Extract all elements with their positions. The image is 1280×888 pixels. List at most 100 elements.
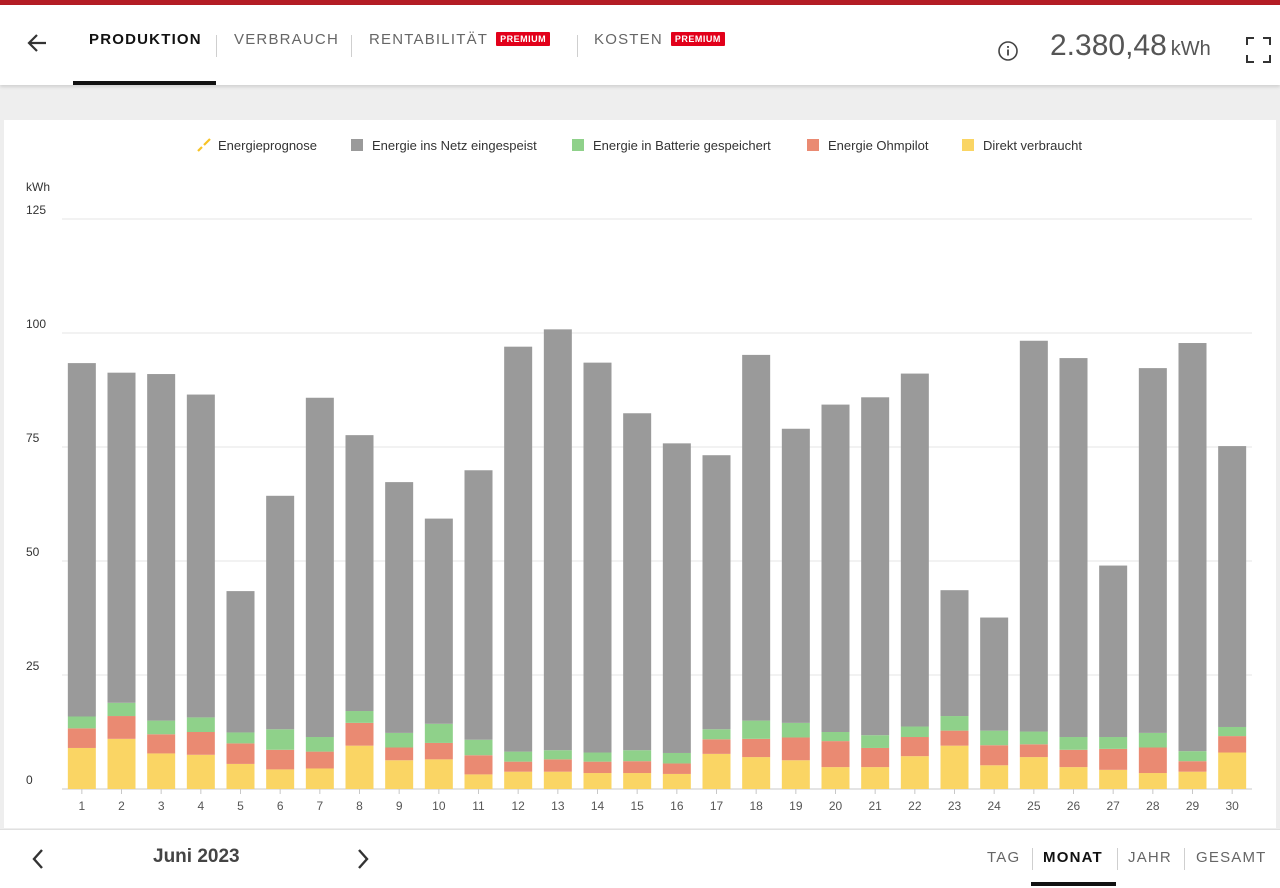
bar-segment [424, 518, 453, 724]
x-tick-label: 13 [551, 799, 565, 813]
legend-label: Energie Ohmpilot [828, 138, 929, 153]
range-gesamt[interactable]: GESAMT [1196, 849, 1267, 866]
x-tick-label: 1 [78, 799, 85, 813]
bar-segment [424, 742, 453, 760]
bar-segment [821, 404, 850, 732]
bar-segment [1019, 744, 1048, 758]
tab-produktion[interactable]: PRODUKTION [89, 31, 202, 85]
bar-segment [940, 730, 969, 746]
legend-ohmpilot[interactable]: Energie Ohmpilot [807, 138, 928, 153]
x-tick-label: 22 [908, 799, 922, 813]
bar-segment [1218, 736, 1247, 753]
legend-label: Direkt verbraucht [983, 138, 1082, 153]
arrow-left-icon[interactable] [24, 29, 52, 57]
bar-segment [345, 722, 374, 746]
bar-segment [623, 761, 652, 774]
bar-segment [940, 745, 969, 789]
x-tick-label: 28 [1146, 799, 1160, 813]
fullscreen-icon[interactable] [1245, 36, 1272, 64]
bar-segment [781, 428, 810, 723]
chevron-right-icon[interactable] [349, 844, 375, 874]
legend-direkt[interactable]: Direkt verbraucht [962, 138, 1082, 153]
bar-segment [107, 372, 136, 703]
range-separator [1032, 848, 1033, 870]
bar-segment [226, 743, 255, 764]
bar-segment [464, 755, 493, 775]
top-bar: PRODUKTION VERBRAUCH RENTABILITÄT PREMIUM… [0, 5, 1280, 85]
x-tick-label: 21 [868, 799, 882, 813]
current-period: Juni 2023 [153, 846, 240, 867]
bar-segment [623, 750, 652, 762]
bar-segment [266, 495, 295, 730]
bar-segment [186, 732, 215, 755]
total-unit: kWh [1170, 38, 1211, 60]
bar-segment [821, 767, 850, 789]
bar-segment [1138, 747, 1167, 774]
premium-badge: PREMIUM [496, 32, 551, 46]
x-tick-label: 15 [630, 799, 644, 813]
tab-verbrauch[interactable]: VERBRAUCH [234, 31, 339, 85]
tab-separator [351, 35, 352, 57]
range-tag[interactable]: TAG [987, 849, 1021, 866]
bar-segment [861, 767, 890, 789]
x-tick-label: 26 [1067, 799, 1081, 813]
x-tick-label: 6 [277, 799, 284, 813]
y-tick-label: 100 [26, 317, 46, 331]
bar-segment [1218, 726, 1247, 737]
bar-segment [662, 752, 691, 764]
legend-energieprognose[interactable]: Energieprognose [197, 138, 317, 153]
y-tick-label: 0 [26, 773, 33, 787]
legend-swatch [962, 139, 974, 151]
bar-segment [861, 397, 890, 736]
range-separator [1184, 848, 1185, 870]
tab-label: PRODUKTION [89, 31, 202, 48]
bar-segment [861, 747, 890, 768]
info-icon[interactable] [997, 40, 1019, 62]
bar-segment [1178, 761, 1207, 772]
tab-separator [577, 35, 578, 57]
bar-segment [900, 756, 929, 789]
bar-segment [543, 750, 572, 760]
bar-segment [1178, 771, 1207, 789]
bar-segment [345, 435, 374, 712]
tab-kosten[interactable]: KOSTEN PREMIUM [594, 31, 725, 85]
bar-segment [67, 363, 96, 717]
tab-active-indicator [73, 81, 216, 85]
range-monat[interactable]: MONAT [1043, 849, 1103, 866]
range-jahr[interactable]: JAHR [1128, 849, 1172, 866]
bar-segment [662, 773, 691, 789]
bar-segment [980, 730, 1009, 746]
x-tick-label: 11 [472, 799, 485, 813]
legend-netz[interactable]: Energie ins Netz eingespeist [351, 138, 537, 153]
chevron-left-icon[interactable] [26, 844, 52, 874]
bar-segment [781, 760, 810, 789]
bar-segment [186, 394, 215, 718]
bar-segment [861, 735, 890, 748]
bar-segment [305, 737, 334, 752]
bar-segment [980, 617, 1009, 731]
tab-rentabilitaet[interactable]: RENTABILITÄT PREMIUM [369, 31, 551, 85]
bar-segment [1059, 737, 1088, 750]
legend-label: Energie in Batterie gespeichert [593, 138, 771, 153]
bar-segment [702, 729, 731, 740]
legend-swatch [572, 139, 584, 151]
x-tick-label: 19 [789, 799, 803, 813]
bar-segment [1099, 737, 1128, 749]
bar-segment [67, 716, 96, 729]
chart-legend: Energieprognose Energie ins Netz eingesp… [4, 138, 1276, 158]
legend-batterie[interactable]: Energie in Batterie gespeichert [572, 138, 771, 153]
x-tick-label: 16 [670, 799, 684, 813]
bar-segment [1099, 565, 1128, 738]
x-tick-label: 27 [1106, 799, 1120, 813]
legend-label: Energieprognose [218, 138, 318, 153]
bar-segment [266, 749, 295, 770]
bar-segment [385, 732, 414, 748]
y-tick-label: 25 [26, 659, 40, 673]
bar-segment [186, 717, 215, 732]
bar-segment [424, 759, 453, 789]
bar-segment [147, 734, 176, 754]
bar-segment [702, 739, 731, 754]
bar-segment [107, 702, 136, 717]
y-tick-label: 50 [26, 545, 40, 559]
